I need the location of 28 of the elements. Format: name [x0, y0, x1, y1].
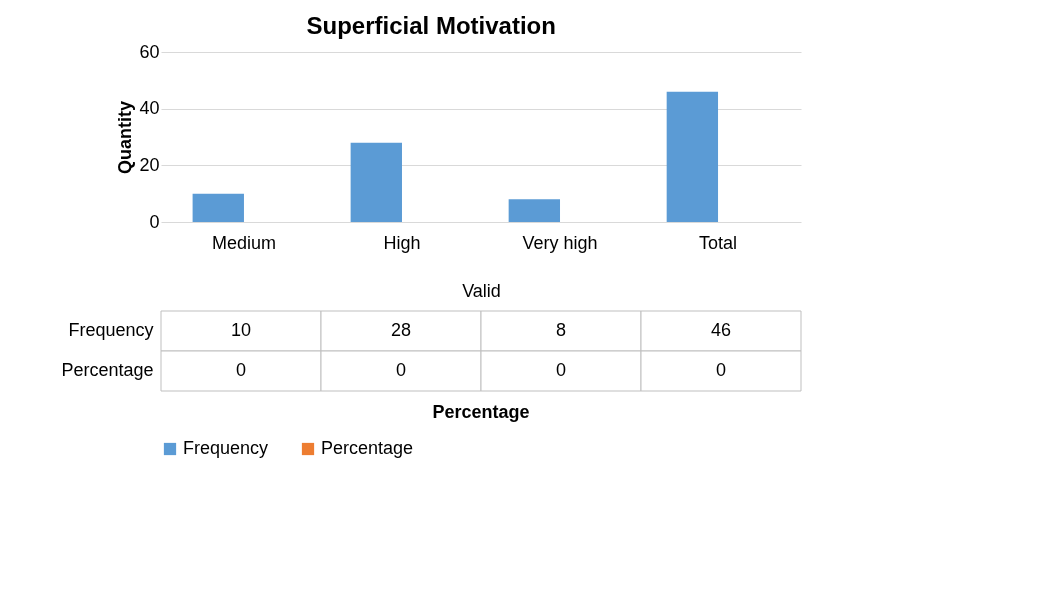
text: Percentage [61, 360, 154, 380]
data-label: 0 [715, 360, 727, 380]
data-label: 0 [395, 360, 407, 380]
y-axis-title: Quantity [115, 100, 136, 175]
y-tick-label: 0 [149, 211, 160, 232]
legend-label: Percentage [321, 438, 414, 458]
y-tick-label: 60 [139, 41, 160, 62]
y-tick-label: 20 [139, 154, 160, 175]
x-tick-label: Total [699, 232, 738, 253]
data-label: 10 [230, 320, 252, 340]
legend-label: Frequency [183, 438, 269, 458]
bar [350, 142, 402, 222]
bar [666, 91, 719, 222]
x-tick-label: High [383, 232, 421, 253]
text: Frequency [68, 320, 154, 340]
data-label: 46 [710, 320, 732, 340]
data-label: 0 [235, 360, 247, 380]
bar [508, 199, 561, 222]
bar [192, 193, 244, 222]
x-tick-label: Medium [211, 232, 276, 253]
text: Valid [462, 280, 501, 301]
data-label: 28 [390, 320, 412, 340]
x-tick-label: Very high [522, 232, 598, 253]
data-label: 8 [555, 320, 567, 340]
chart-title: Superficial Motivation [306, 12, 556, 39]
y-tick-label: 40 [139, 98, 160, 119]
data-label: 0 [555, 360, 567, 380]
text: Percentage [432, 401, 530, 422]
